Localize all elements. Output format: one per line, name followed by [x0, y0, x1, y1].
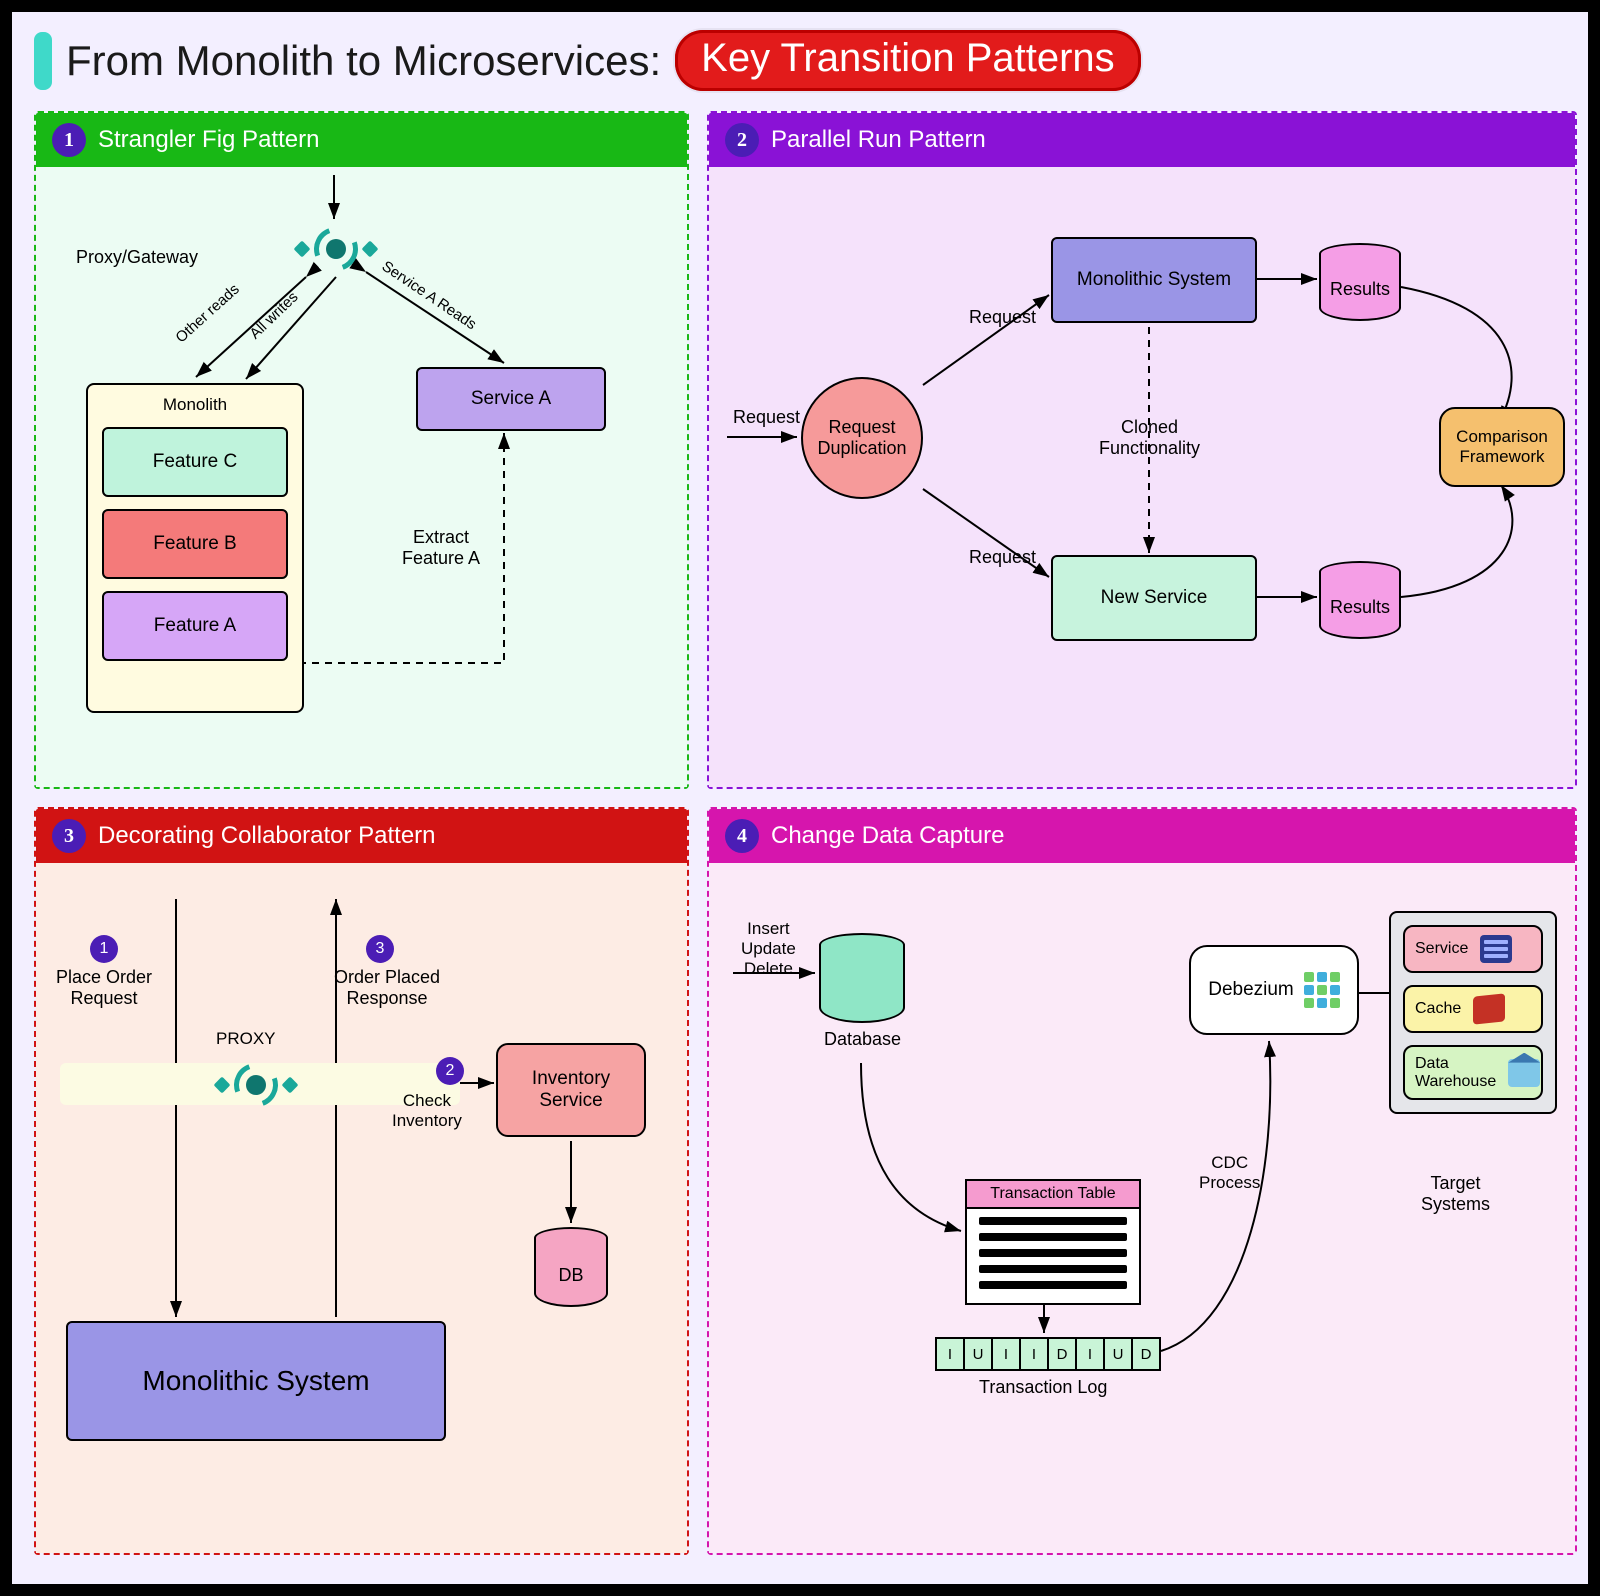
transaction-table-header: Transaction Table: [967, 1181, 1139, 1209]
new-service-box: New Service: [1051, 555, 1257, 641]
label-all-writes: All writes: [247, 289, 302, 343]
results-db-bot: Results: [1319, 561, 1401, 639]
label-other-reads: Other reads: [172, 281, 242, 347]
label-step2: Check Inventory: [392, 1091, 462, 1131]
debezium-label: Debezium: [1208, 979, 1294, 1001]
feature-a-box: Feature A: [102, 591, 288, 661]
label-iud: Insert Update Delete: [741, 919, 796, 979]
db-label: DB: [534, 1265, 608, 1286]
monolithic-system-box: Monolithic System: [66, 1321, 446, 1441]
panel-number-badge: 2: [725, 123, 759, 157]
panel-parallel-run: 2 Parallel Run Pattern Request Request D…: [707, 111, 1577, 789]
panel-body: Proxy/Gateway Other reads All writes Ser…: [36, 167, 687, 787]
label-extract: Extract Feature A: [376, 527, 506, 569]
results-db-top: Results: [1319, 243, 1401, 321]
page-title-row: From Monolith to Microservices: Key Tran…: [34, 30, 1566, 91]
step-badge-2: 2: [436, 1057, 464, 1085]
feature-c-box: Feature C: [102, 427, 288, 497]
results-label: Results: [1319, 279, 1401, 300]
feature-b-box: Feature B: [102, 509, 288, 579]
inventory-service-box: Inventory Service: [496, 1043, 646, 1137]
panel-header: 2 Parallel Run Pattern: [709, 113, 1575, 167]
panel-strangler-fig: 1 Strangler Fig Pattern Proxy/Gateway Ot…: [34, 111, 689, 789]
panel-number-badge: 4: [725, 819, 759, 853]
target-data-warehouse: Data Warehouse: [1403, 1045, 1543, 1100]
panel-number-badge: 1: [52, 123, 86, 157]
cache-icon: [1473, 993, 1505, 1024]
label-sa-reads: Service A Reads: [379, 258, 480, 334]
title-badge: Key Transition Patterns: [675, 30, 1141, 91]
server-icon: [1480, 935, 1512, 963]
panel-title: Strangler Fig Pattern: [98, 126, 319, 154]
monolith-box: Monolith Feature C Feature B Feature A: [86, 383, 304, 713]
panel-body: Insert Update Delete Database Transactio…: [709, 863, 1575, 1553]
db-cylinder: DB: [534, 1227, 608, 1307]
panel-header: 4 Change Data Capture: [709, 809, 1575, 863]
transaction-log-cells: IUIIDIUD: [937, 1337, 1161, 1371]
panel-title: Decorating Collaborator Pattern: [98, 822, 436, 850]
label-step3: Order Placed Response: [334, 967, 440, 1009]
comparison-framework-box: Comparison Framework: [1439, 407, 1565, 487]
panel-header: 1 Strangler Fig Pattern: [36, 113, 687, 167]
debezium-box: Debezium: [1189, 945, 1359, 1035]
results-label: Results: [1319, 597, 1401, 618]
panel-body: Request Request Duplication Request Requ…: [709, 167, 1575, 787]
label-cloned: Cloned Functionality: [1099, 417, 1200, 459]
panel-title: Parallel Run Pattern: [771, 126, 986, 154]
label-database: Database: [824, 1029, 901, 1050]
panel-change-data-capture: 4 Change Data Capture Insert Update Dele…: [707, 807, 1577, 1555]
target-service-label: Service: [1415, 940, 1468, 958]
monolithic-system-box: Monolithic System: [1051, 237, 1257, 323]
label-targets: Target Systems: [1421, 1173, 1490, 1215]
label-request-in: Request: [733, 407, 800, 428]
warehouse-icon: [1508, 1059, 1540, 1087]
label-cdc: CDC Process: [1199, 1153, 1260, 1193]
target-cache: Cache: [1403, 985, 1543, 1033]
request-duplication-node: Request Duplication: [801, 377, 923, 499]
target-systems-box: Service Cache Data Warehouse: [1389, 911, 1557, 1114]
label-proxy: Proxy/Gateway: [76, 247, 198, 268]
database-cylinder: [819, 933, 905, 1023]
label-request-bot: Request: [969, 547, 1036, 568]
panels-grid: 1 Strangler Fig Pattern Proxy/Gateway Ot…: [34, 111, 1566, 1555]
label-request-top: Request: [969, 307, 1036, 328]
monolith-label: Monolith: [163, 395, 227, 415]
step-badge-1: 1: [90, 935, 118, 963]
title-accent-pill: [34, 32, 52, 90]
label-proxy: PROXY: [216, 1029, 276, 1049]
panel-decorating-collaborator: 3 Decorating Collaborator Pattern PROXY …: [34, 807, 689, 1555]
label-tlog: Transaction Log: [979, 1377, 1107, 1398]
service-a-box: Service A: [416, 367, 606, 431]
target-cache-label: Cache: [1415, 1000, 1461, 1018]
panel-title: Change Data Capture: [771, 822, 1004, 850]
target-service: Service: [1403, 925, 1543, 973]
transaction-table: Transaction Table: [965, 1179, 1141, 1305]
infographic-canvas: From Monolith to Microservices: Key Tran…: [12, 12, 1588, 1584]
step-badge-3: 3: [366, 935, 394, 963]
panel-body: PROXY 1 Place Order Request 3 Order Plac…: [36, 863, 687, 1553]
panel-header: 3 Decorating Collaborator Pattern: [36, 809, 687, 863]
panel-number-badge: 3: [52, 819, 86, 853]
title-main: From Monolith to Microservices:: [66, 37, 661, 85]
target-dw-label: Data Warehouse: [1415, 1055, 1496, 1090]
label-step1: Place Order Request: [56, 967, 152, 1009]
debezium-icon: [1304, 972, 1340, 1008]
